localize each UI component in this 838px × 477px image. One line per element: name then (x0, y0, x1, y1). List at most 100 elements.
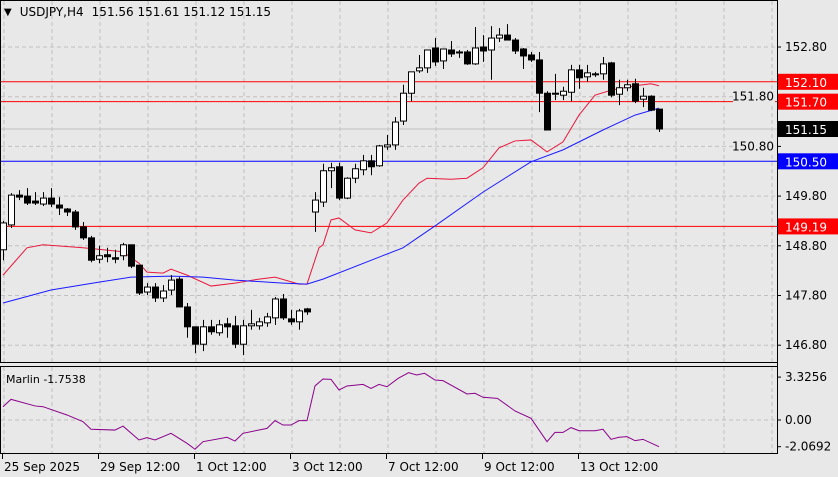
candle-bullish (392, 121, 399, 146)
candle-bullish (640, 95, 647, 100)
time-axis-label: 29 Sep 12:00 (100, 460, 180, 474)
indicator-axis-label: -2.0692 (785, 440, 831, 454)
price-level-tag (778, 218, 838, 235)
indicator-axis-label: 3.3256 (785, 370, 827, 384)
candle-bullish (584, 72, 591, 78)
candle-bullish (256, 321, 263, 327)
candle-bearish (224, 323, 231, 328)
candle-bullish (384, 144, 391, 148)
ohlc-readout: 151.56 151.61 151.12 151.15 (91, 5, 272, 19)
candle-bearish (192, 326, 199, 345)
price-axis-label: 147.80 (785, 289, 827, 303)
candle-bearish (104, 254, 111, 258)
candle-bearish (112, 257, 119, 260)
candle-bearish (464, 51, 471, 65)
candle-bullish (40, 197, 47, 205)
price-axis-label: 148.80 (785, 239, 827, 253)
candle-bearish (648, 95, 655, 111)
candle-bullish (424, 49, 431, 69)
current-price-tag (778, 121, 838, 138)
candle-bullish (248, 323, 255, 327)
price-level-tag (778, 73, 838, 90)
indicator-axis-label: 0.00 (785, 413, 812, 427)
candle-bearish (16, 194, 23, 198)
candle-bullish (352, 168, 359, 179)
candle-bearish (512, 39, 519, 52)
candle-bearish (280, 298, 287, 319)
candle-bearish (544, 92, 551, 131)
candle-bearish (64, 208, 71, 213)
candle-bullish (592, 73, 599, 76)
price-axis-label-background (733, 89, 775, 104)
candle-bullish (8, 194, 15, 226)
candle-bullish (408, 71, 415, 94)
price-axis-label: 152.80 (785, 40, 827, 54)
price-axis-label: 149.80 (785, 189, 827, 203)
candle-bearish (152, 286, 159, 299)
price-level-tag (778, 93, 838, 110)
triangle-down-icon[interactable]: ▼ (4, 6, 12, 18)
candle-bullish (264, 316, 271, 324)
candle-bearish (536, 59, 543, 94)
fast-moving-average-line (2, 83, 660, 287)
time-axis-label: 13 Oct 12:00 (580, 460, 658, 474)
candle-bearish (72, 211, 79, 228)
candle-bearish (632, 83, 639, 102)
price-level-tag-label: 149.19 (785, 220, 827, 234)
candle-bearish (48, 197, 55, 205)
candle-bullish (200, 326, 207, 345)
candle-bullish (344, 177, 351, 199)
candle-bearish (520, 48, 527, 57)
time-axis-label: 3 Oct 12:00 (292, 460, 363, 474)
candle-bearish (304, 308, 311, 313)
price-axis-label: 150.80 (732, 139, 774, 153)
candle-bearish (576, 69, 583, 79)
time-axis-label: 25 Sep 2025 (4, 460, 80, 474)
marlin-indicator-line (2, 372, 660, 450)
candle-bullish (0, 222, 7, 251)
candle-bullish (616, 87, 623, 95)
candle-bullish (568, 69, 575, 93)
current-price-tag-label: 151.15 (785, 123, 827, 137)
candle-bullish (216, 324, 223, 334)
candle-bullish (320, 170, 327, 203)
candle-bearish (184, 306, 191, 328)
candle-bearish (176, 278, 183, 308)
candle-bearish (480, 46, 487, 52)
candle-bearish (88, 237, 95, 261)
candle-bearish (448, 49, 455, 55)
candle-bearish (504, 34, 511, 41)
price-level-tag-label: 151.70 (785, 96, 827, 110)
candle-bearish (432, 47, 439, 63)
candle-bearish (32, 200, 39, 204)
candle-bullish (600, 63, 607, 75)
candle-bearish (368, 160, 375, 168)
candle-bullish (96, 255, 103, 260)
candle-bearish (232, 325, 239, 345)
candle-bullish (312, 199, 319, 213)
candle-bearish (208, 326, 215, 333)
candle-bullish (168, 279, 175, 291)
symbol-timeframe: USDJPY,H4 (19, 5, 84, 19)
candle-bearish (24, 195, 31, 204)
time-axis-label: 7 Oct 12:00 (388, 460, 459, 474)
candle-bullish (360, 160, 367, 171)
candle-bearish (528, 54, 535, 61)
time-axis-label: 1 Oct 12:00 (196, 460, 267, 474)
candle-bullish (496, 34, 503, 39)
candle-bearish (80, 226, 87, 239)
candle-bullish (240, 325, 247, 345)
candle-bullish (272, 298, 279, 319)
candle-bullish (160, 290, 167, 299)
candle-bullish (376, 145, 383, 167)
candle-bullish (488, 37, 495, 51)
price-axis-label: 151.80 (732, 90, 774, 104)
candle-bullish (144, 286, 151, 293)
candle-bearish (136, 264, 143, 294)
candle-bullish (120, 244, 127, 257)
candle-bearish (608, 62, 615, 96)
candle-bullish (416, 67, 423, 72)
slow-moving-average-line (2, 107, 660, 304)
